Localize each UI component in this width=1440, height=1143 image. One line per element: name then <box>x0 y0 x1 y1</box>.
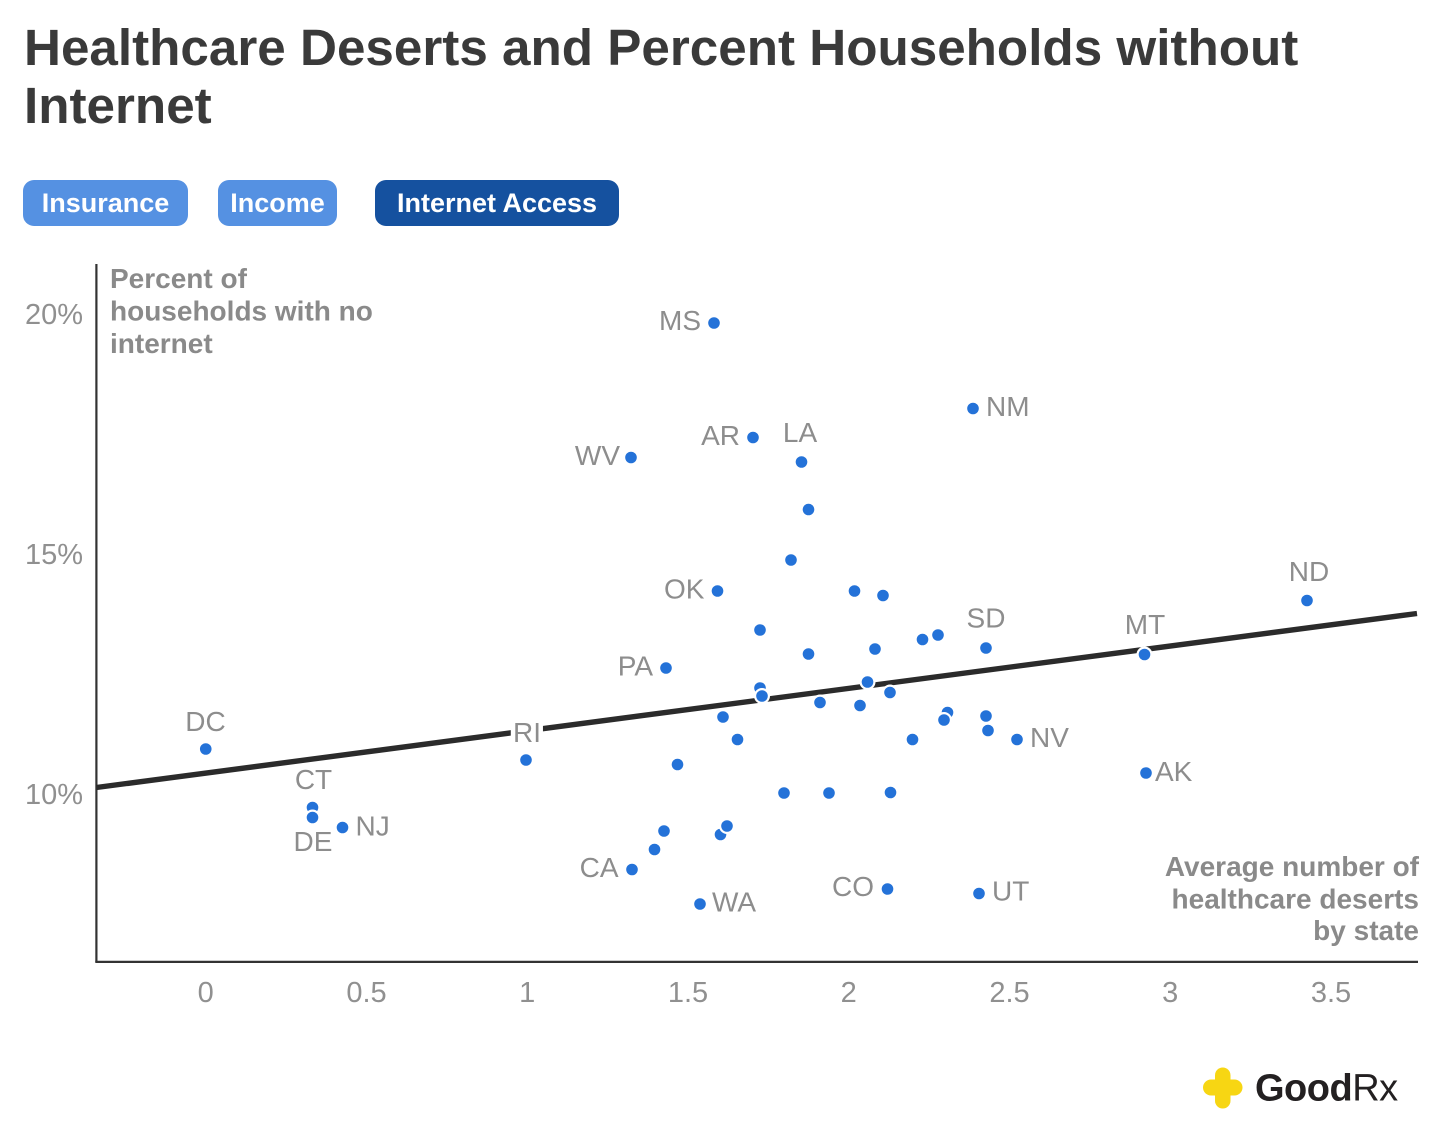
svg-text:AR: AR <box>701 420 740 451</box>
svg-text:CO: CO <box>832 871 874 902</box>
svg-text:CA: CA <box>580 852 619 883</box>
svg-text:internet: internet <box>110 328 213 359</box>
svg-text:OK: OK <box>664 574 705 605</box>
svg-text:DC: DC <box>185 706 225 737</box>
svg-text:3: 3 <box>1162 977 1178 1009</box>
svg-text:WA: WA <box>712 887 756 918</box>
svg-text:GoodRx: GoodRx <box>1255 1068 1398 1110</box>
svg-text:DE: DE <box>294 826 333 857</box>
svg-text:SD: SD <box>967 603 1006 634</box>
svg-text:NM: NM <box>986 391 1030 422</box>
svg-text:2.5: 2.5 <box>989 977 1029 1009</box>
svg-text:PA: PA <box>618 651 654 682</box>
svg-text:AK: AK <box>1155 756 1193 787</box>
svg-text:NV: NV <box>1030 722 1069 753</box>
svg-text:WV: WV <box>575 440 620 471</box>
svg-text:by state: by state <box>1313 915 1419 946</box>
svg-text:3.5: 3.5 <box>1311 977 1351 1009</box>
svg-text:15%: 15% <box>25 539 83 571</box>
svg-text:MT: MT <box>1125 609 1165 640</box>
svg-text:UT: UT <box>992 876 1029 907</box>
svg-text:Percent of: Percent of <box>110 263 248 294</box>
svg-text:0: 0 <box>198 977 214 1009</box>
svg-text:20%: 20% <box>25 299 83 331</box>
svg-text:healthcare deserts: healthcare deserts <box>1172 884 1419 915</box>
svg-text:1.5: 1.5 <box>668 977 708 1009</box>
svg-text:MS: MS <box>659 305 701 336</box>
svg-text:NJ: NJ <box>356 811 390 842</box>
svg-text:RI: RI <box>513 717 541 748</box>
svg-text:CT: CT <box>295 764 332 795</box>
svg-text:Average number of: Average number of <box>1165 851 1420 882</box>
svg-text:10%: 10% <box>25 779 83 811</box>
svg-text:households with no: households with no <box>110 296 373 327</box>
svg-text:LA: LA <box>783 417 818 448</box>
svg-text:0.5: 0.5 <box>346 977 386 1009</box>
svg-text:2: 2 <box>841 977 857 1009</box>
svg-text:1: 1 <box>519 977 535 1009</box>
svg-text:ND: ND <box>1289 556 1329 587</box>
